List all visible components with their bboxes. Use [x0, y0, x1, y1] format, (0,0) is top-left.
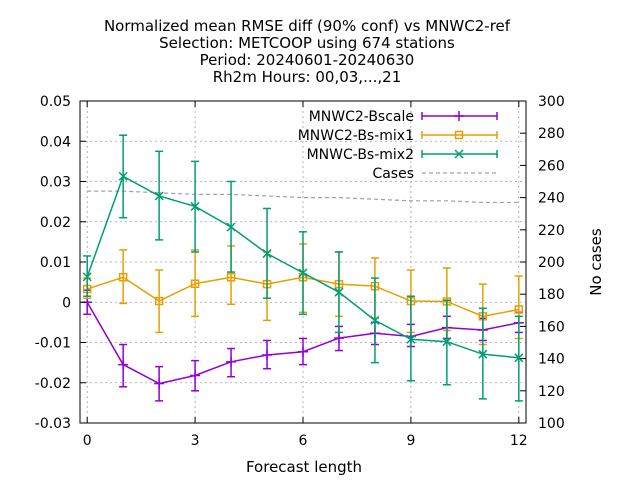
data-point	[190, 279, 200, 288]
marker-d2	[118, 171, 128, 181]
marker-square	[226, 273, 236, 282]
data-point	[334, 287, 344, 297]
marker-d2	[298, 268, 308, 278]
marker-d2	[262, 249, 272, 259]
marker-d2	[454, 149, 464, 159]
marker-square	[154, 296, 164, 306]
data-point	[226, 273, 236, 282]
marker-square	[514, 305, 524, 314]
data-point	[118, 273, 128, 282]
data-point	[370, 315, 380, 325]
y2-tick-label: 260	[538, 158, 565, 174]
y2-tick-label: 240	[538, 191, 565, 207]
marker-d2	[514, 353, 524, 363]
y-tick-label: 0.03	[40, 175, 71, 191]
legend-item: MNWC-Bs-mix2	[307, 147, 498, 163]
y-tick-label: 0.02	[40, 215, 71, 231]
title-line-3: Period: 20240601-20240630	[200, 51, 415, 69]
x-tick-label: 3	[191, 433, 200, 449]
data-point	[298, 268, 308, 278]
marker-square	[118, 273, 128, 282]
data-point	[442, 337, 452, 347]
marker-square	[190, 279, 200, 288]
data-point	[118, 359, 129, 370]
legend-label: MNWC2-Bscale	[309, 109, 414, 125]
y-tick-label: 0.05	[40, 94, 71, 110]
data-point	[454, 111, 464, 121]
y-tick-label: 0.01	[40, 255, 71, 271]
marker-d2	[370, 315, 380, 325]
y-tick-label: -0.02	[35, 376, 71, 392]
data-point	[82, 272, 92, 282]
data-point	[154, 296, 164, 306]
title-line-4: Rh2m Hours: 00,03,...,21	[213, 68, 402, 86]
data-point	[154, 191, 164, 201]
data-point	[514, 305, 524, 314]
marker-d2	[442, 337, 452, 347]
y2-axis-label: No cases	[587, 228, 605, 296]
data-point	[333, 333, 344, 344]
marker-d2	[226, 222, 236, 232]
marker-d2	[82, 272, 92, 282]
series-layer	[82, 134, 524, 402]
legend-label: Cases	[372, 166, 414, 182]
x-tick-label: 6	[299, 433, 308, 449]
y2-tick-label: 280	[538, 126, 565, 142]
title-line-2: Selection: METCOOP using 674 stations	[159, 34, 455, 52]
y2-tick-label: 120	[538, 384, 565, 400]
legend-label: MNWC2-Bs-mix1	[298, 128, 414, 144]
data-point	[226, 356, 237, 367]
data-point	[190, 370, 201, 381]
y2-tick-label: 180	[538, 287, 565, 303]
data-point	[118, 171, 128, 181]
y2-tick-label: 100	[538, 416, 565, 432]
data-point	[262, 249, 272, 259]
x-tick-label: 9	[406, 433, 415, 449]
title-line-1: Normalized mean RMSE diff (90% conf) vs …	[104, 17, 511, 35]
x-tick-label: 12	[510, 433, 528, 449]
chart-title: Normalized mean RMSE diff (90% conf) vs …	[104, 17, 511, 86]
y2-tick-label: 140	[538, 352, 565, 368]
data-point	[454, 149, 464, 159]
data-point	[514, 353, 524, 363]
data-point	[478, 349, 488, 359]
marker-d2	[406, 334, 416, 344]
legend-item: Cases	[372, 166, 497, 182]
y-tick-label: 0.04	[40, 134, 71, 150]
x-axis-label: Forecast length	[246, 458, 362, 476]
y2-tick-label: 200	[538, 255, 565, 271]
legend-label: MNWC-Bs-mix2	[307, 147, 414, 163]
marker-d2	[154, 191, 164, 201]
data-point	[298, 346, 308, 357]
marker-d2	[190, 201, 200, 211]
axes: -0.03 -0.02 -0.01 0 0.01 0.02 0.03 0.04 0.05 0 3 6 9…	[35, 94, 565, 449]
y-tick-label: -0.01	[35, 336, 71, 352]
series-mnwc-bs-mix2	[82, 134, 524, 402]
data-point	[226, 222, 236, 232]
data-point	[190, 201, 200, 211]
marker-d2	[334, 287, 344, 297]
y2-tick-label: 220	[538, 223, 565, 239]
data-point	[406, 334, 416, 344]
legend: MNWC2-Bscale MNWC2-Bs-mix1 MNWC-Bs-mix2 Cas…	[298, 109, 498, 182]
y2-tick-label: 300	[538, 94, 565, 110]
data-point	[262, 349, 273, 360]
legend-item: MNWC2-Bscale	[309, 109, 498, 125]
y-tick-label: 0	[62, 295, 71, 311]
data-point	[154, 378, 165, 389]
y2-tick-label: 160	[538, 319, 565, 335]
y-tick-label: -0.03	[35, 416, 71, 432]
data-point	[454, 130, 464, 140]
legend-item: MNWC2-Bs-mix1	[298, 128, 498, 144]
marker-square	[454, 130, 464, 140]
marker-d2	[478, 349, 488, 359]
x-tick-label: 0	[83, 433, 92, 449]
